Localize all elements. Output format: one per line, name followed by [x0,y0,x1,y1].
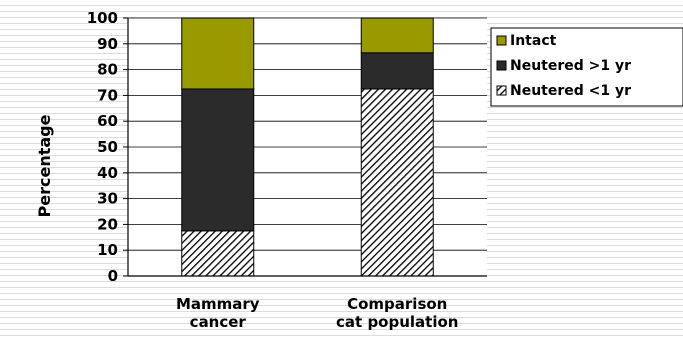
y-tick-labels: 0 10 20 30 40 50 60 70 80 90 100 [87,9,128,285]
legend-swatch [496,60,507,71]
category-label: cancer [190,313,247,331]
y-tick-label: 20 [97,215,118,233]
y-tick-label: 40 [97,164,118,182]
bar-segment-neutered-1-yr-1 [181,88,255,232]
y-tick-label: 10 [97,241,118,259]
legend-swatch [496,35,507,46]
legend: Intact Neutered >1 yr Neutered <1 yr [490,27,683,107]
category-label: Comparison [347,295,447,313]
legend-box [490,27,683,107]
y-tick-label: 70 [97,86,118,104]
bar-segment-intact-1 [181,17,255,90]
bar-segment-intact-2 [360,17,434,54]
y-tick-label: 60 [97,112,118,130]
legend-label: Intact [510,33,557,49]
category-label: cat population [336,313,458,331]
legend-swatch [496,85,507,96]
y-tick-label: 100 [87,9,118,27]
bars [181,17,434,277]
y-tick-label: 30 [97,190,118,208]
legend-label: Neutered >1 yr [510,58,631,74]
bar-segment-neutered-1-yr-2 [360,52,434,90]
y-tick-label: 0 [108,267,118,285]
legend-label: Neutered <1 yr [510,83,631,99]
y-tick-label: 50 [97,138,118,156]
y-tick-label: 80 [97,61,118,79]
y-axis-label: Percentage [35,114,54,217]
bar-segment-neutered-1-yr-2 [360,88,434,277]
bar-segment-neutered-1-yr-1 [181,230,255,277]
y-tick-label: 90 [97,35,118,53]
category-label: Mammary [176,295,260,313]
